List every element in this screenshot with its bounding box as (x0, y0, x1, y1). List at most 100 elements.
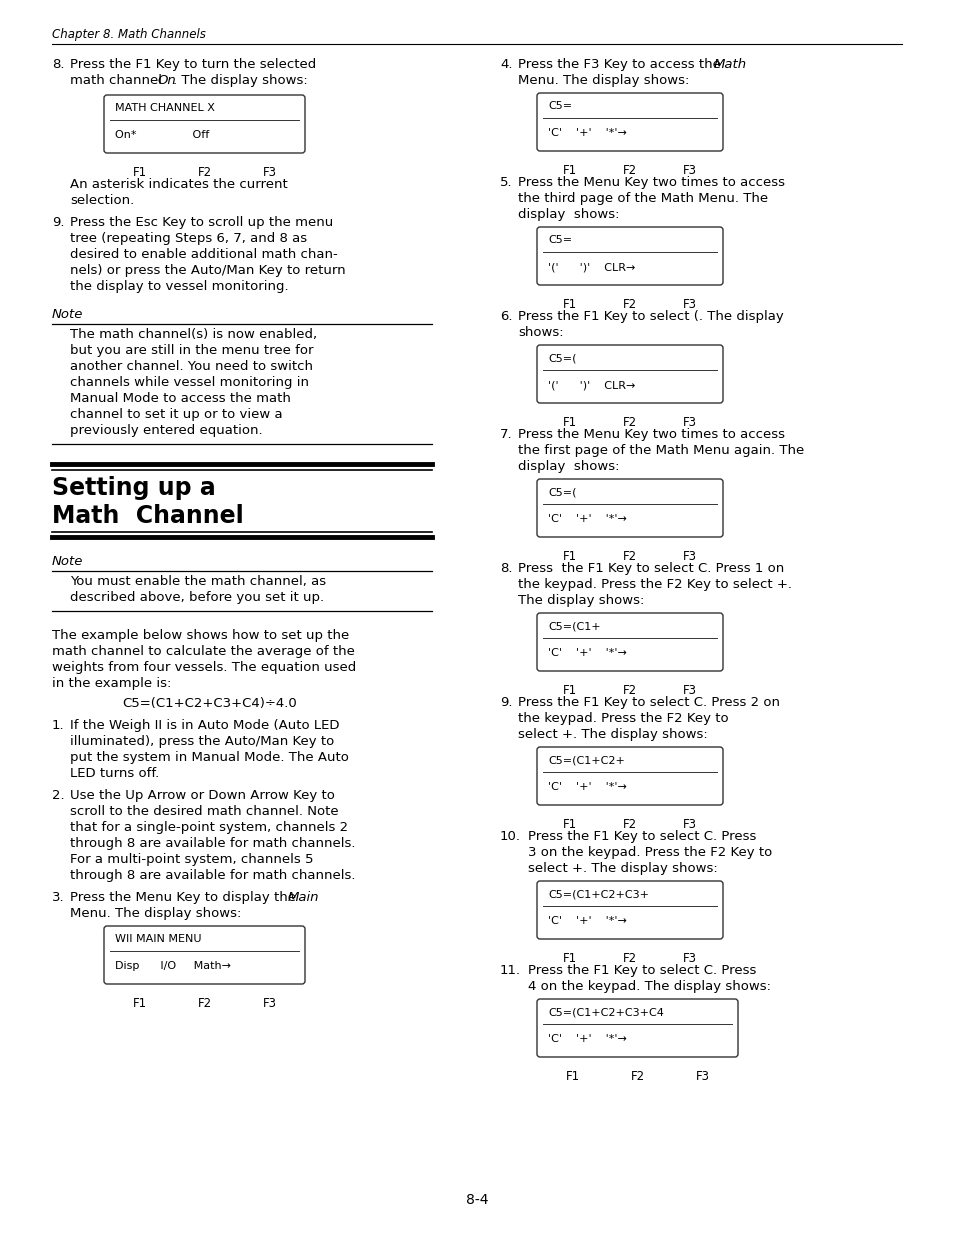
Text: The display shows:: The display shows: (517, 594, 643, 606)
FancyBboxPatch shape (537, 747, 722, 805)
Text: F1: F1 (562, 550, 577, 563)
Text: 3.: 3. (52, 890, 65, 904)
Text: F1: F1 (132, 997, 147, 1010)
Text: F3: F3 (682, 164, 697, 177)
Text: math channel to calculate the average of the: math channel to calculate the average of… (52, 645, 355, 658)
Text: F2: F2 (622, 550, 637, 563)
Text: WII MAIN MENU: WII MAIN MENU (115, 935, 201, 945)
Text: 8.: 8. (499, 562, 512, 576)
Text: The math channel(s) is now enabled,: The math channel(s) is now enabled, (70, 329, 316, 341)
Text: Chapter 8. Math Channels: Chapter 8. Math Channels (52, 28, 206, 41)
Text: 8.: 8. (52, 58, 65, 70)
Text: F3: F3 (682, 416, 697, 429)
Text: C5=: C5= (547, 101, 572, 111)
Text: Press the F1 Key to select (. The display: Press the F1 Key to select (. The displa… (517, 310, 783, 324)
Text: . The display shows:: . The display shows: (172, 74, 308, 86)
Text: For a multi-point system, channels 5: For a multi-point system, channels 5 (70, 853, 314, 866)
Text: Press the F1 Key to turn the selected: Press the F1 Key to turn the selected (70, 58, 315, 70)
Text: Press the Menu Key two times to access: Press the Menu Key two times to access (517, 177, 784, 189)
Text: F1: F1 (562, 416, 577, 429)
Text: C5=: C5= (547, 236, 572, 246)
Text: '('      ')'    CLR→: '(' ')' CLR→ (547, 380, 635, 390)
Text: 4 on the keypad. The display shows:: 4 on the keypad. The display shows: (527, 981, 770, 993)
Text: An asterisk indicates the current: An asterisk indicates the current (70, 178, 288, 191)
Text: F3: F3 (682, 952, 697, 965)
Text: selection.: selection. (70, 194, 134, 207)
Text: Press the Esc Key to scroll up the menu: Press the Esc Key to scroll up the menu (70, 216, 333, 228)
Text: Press the F3 Key to access the: Press the F3 Key to access the (517, 58, 724, 70)
Text: Press the F1 Key to select C. Press 2 on: Press the F1 Key to select C. Press 2 on (517, 697, 780, 709)
Text: F3: F3 (262, 997, 276, 1010)
Text: 5.: 5. (499, 177, 512, 189)
Text: F3: F3 (682, 550, 697, 563)
Text: but you are still in the menu tree for: but you are still in the menu tree for (70, 345, 314, 357)
Text: F3: F3 (682, 818, 697, 831)
Text: 'C'    '+'    '*'→: 'C' '+' '*'→ (547, 783, 626, 793)
Text: nels) or press the Auto/Man Key to return: nels) or press the Auto/Man Key to retur… (70, 264, 345, 277)
Text: Note: Note (52, 555, 83, 568)
Text: F1: F1 (562, 952, 577, 965)
Text: F3: F3 (682, 298, 697, 311)
Text: Menu. The display shows:: Menu. The display shows: (70, 906, 241, 920)
Text: F3: F3 (682, 684, 697, 697)
Text: F2: F2 (197, 997, 212, 1010)
Text: LED turns off.: LED turns off. (70, 767, 159, 781)
Text: through 8 are available for math channels.: through 8 are available for math channel… (70, 869, 355, 882)
Text: Press the F1 Key to select C. Press: Press the F1 Key to select C. Press (527, 830, 756, 844)
FancyBboxPatch shape (537, 613, 722, 671)
Text: F2: F2 (622, 298, 637, 311)
Text: the third page of the Math Menu. The: the third page of the Math Menu. The (517, 191, 767, 205)
Text: channel to set it up or to view a: channel to set it up or to view a (70, 408, 282, 421)
Text: described above, before you set it up.: described above, before you set it up. (70, 592, 324, 604)
Text: MATH CHANNEL X: MATH CHANNEL X (115, 104, 214, 114)
FancyBboxPatch shape (537, 93, 722, 151)
Text: C5=(C1+C2+C3+: C5=(C1+C2+C3+ (547, 889, 648, 899)
Text: shows:: shows: (517, 326, 563, 338)
Text: scroll to the desired math channel. Note: scroll to the desired math channel. Note (70, 805, 338, 818)
Text: Press the Menu Key two times to access: Press the Menu Key two times to access (517, 429, 784, 441)
Text: Main: Main (288, 890, 319, 904)
Text: the keypad. Press the F2 Key to select +.: the keypad. Press the F2 Key to select +… (517, 578, 791, 592)
Text: 7.: 7. (499, 429, 512, 441)
Text: F2: F2 (622, 164, 637, 177)
Text: F1: F1 (562, 684, 577, 697)
Text: 'C'    '+'    '*'→: 'C' '+' '*'→ (547, 128, 626, 138)
Text: the keypad. Press the F2 Key to: the keypad. Press the F2 Key to (517, 713, 728, 725)
Text: 6.: 6. (499, 310, 512, 324)
Text: Press  the F1 Key to select C. Press 1 on: Press the F1 Key to select C. Press 1 on (517, 562, 783, 576)
Text: math channel: math channel (70, 74, 166, 86)
Text: On: On (157, 74, 175, 86)
Text: C5=(C1+C2+C3+C4: C5=(C1+C2+C3+C4 (547, 1008, 663, 1018)
Text: F2: F2 (622, 952, 637, 965)
Text: F1: F1 (562, 164, 577, 177)
Text: F3: F3 (262, 165, 276, 179)
FancyBboxPatch shape (537, 881, 722, 939)
Text: C5=(: C5=( (547, 353, 576, 363)
Text: 9.: 9. (52, 216, 65, 228)
Text: F2: F2 (622, 684, 637, 697)
Text: the first page of the Math Menu again. The: the first page of the Math Menu again. T… (517, 445, 803, 457)
Text: F1: F1 (562, 818, 577, 831)
Text: the display to vessel monitoring.: the display to vessel monitoring. (70, 280, 289, 293)
Text: Note: Note (52, 308, 83, 321)
Text: 8-4: 8-4 (465, 1193, 488, 1207)
Text: through 8 are available for math channels.: through 8 are available for math channel… (70, 837, 355, 850)
Text: weights from four vessels. The equation used: weights from four vessels. The equation … (52, 661, 355, 674)
FancyBboxPatch shape (104, 95, 305, 153)
Text: C5=(C1+C2+: C5=(C1+C2+ (547, 756, 624, 766)
Text: The example below shows how to set up the: The example below shows how to set up th… (52, 629, 349, 642)
Text: 4.: 4. (499, 58, 512, 70)
Text: C5=(C1+: C5=(C1+ (547, 621, 600, 631)
Text: 1.: 1. (52, 719, 65, 732)
Text: previously entered equation.: previously entered equation. (70, 424, 262, 437)
Text: C5=(C1+C2+C3+C4)÷4.0: C5=(C1+C2+C3+C4)÷4.0 (122, 697, 296, 710)
Text: select +. The display shows:: select +. The display shows: (527, 862, 717, 876)
Text: Math: Math (713, 58, 746, 70)
Text: F1: F1 (565, 1070, 579, 1083)
Text: 'C'    '+'    '*'→: 'C' '+' '*'→ (547, 916, 626, 926)
Text: F2: F2 (630, 1070, 644, 1083)
Text: Use the Up Arrow or Down Arrow Key to: Use the Up Arrow or Down Arrow Key to (70, 789, 335, 802)
Text: in the example is:: in the example is: (52, 677, 172, 690)
Text: If the Weigh II is in Auto Mode (Auto LED: If the Weigh II is in Auto Mode (Auto LE… (70, 719, 339, 732)
Text: Manual Mode to access the math: Manual Mode to access the math (70, 391, 291, 405)
